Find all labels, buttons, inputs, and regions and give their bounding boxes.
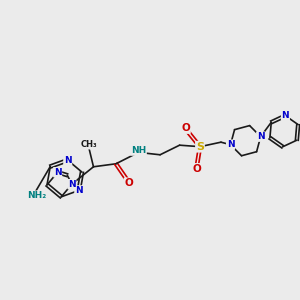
Text: O: O [181, 123, 190, 133]
Text: S: S [196, 142, 204, 152]
Text: NH: NH [131, 146, 146, 155]
Text: NH₂: NH₂ [27, 191, 46, 200]
Text: N: N [257, 132, 265, 141]
Text: N: N [54, 168, 61, 177]
Text: N: N [68, 180, 76, 189]
Text: N: N [227, 140, 234, 149]
Text: CH₃: CH₃ [81, 140, 97, 149]
Text: N: N [75, 186, 82, 195]
Text: O: O [124, 178, 133, 188]
Text: N: N [282, 111, 289, 120]
Text: N: N [64, 156, 71, 165]
Text: O: O [192, 164, 201, 174]
